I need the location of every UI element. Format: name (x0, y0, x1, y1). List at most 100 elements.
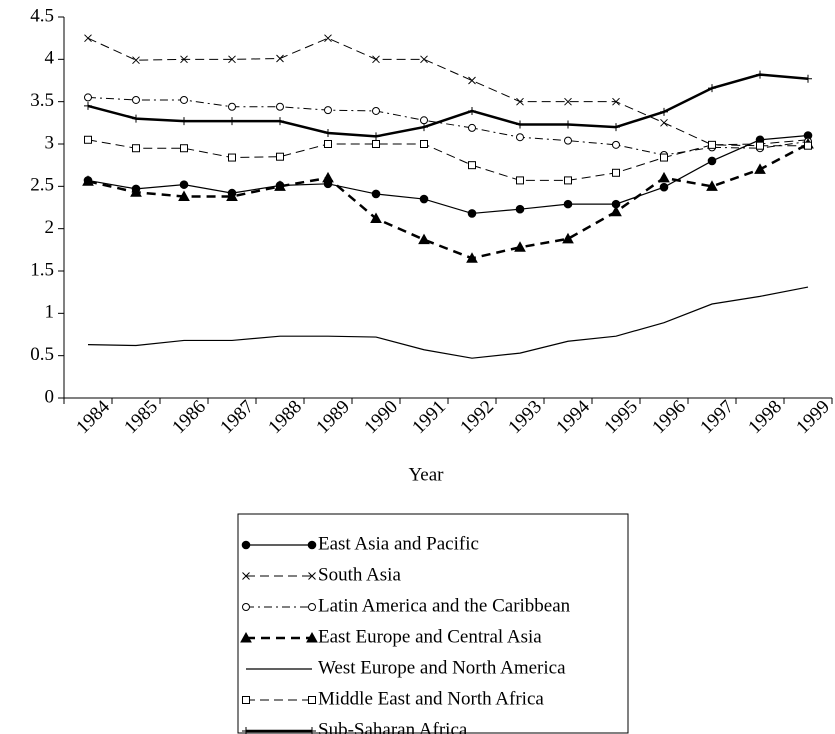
marker (564, 120, 572, 129)
marker (307, 540, 317, 550)
marker (754, 163, 766, 174)
marker (306, 631, 318, 643)
legend-label: Latin America and the Caribbean (318, 595, 571, 616)
marker (241, 540, 251, 550)
marker (226, 190, 238, 201)
marker (324, 140, 332, 148)
legend-label: Sub-Saharan Africa (318, 719, 468, 734)
marker (468, 106, 476, 115)
marker (564, 176, 572, 185)
marker (562, 232, 574, 244)
x-tick-label: 1992 (456, 396, 498, 438)
marker (242, 572, 250, 580)
marker (276, 152, 284, 161)
series-line (87, 134, 809, 215)
marker (276, 54, 284, 63)
marker (180, 95, 188, 104)
marker (418, 233, 430, 245)
legend-label: West Europe and North America (318, 657, 566, 678)
marker (564, 136, 572, 145)
marker (420, 140, 428, 148)
marker (804, 74, 812, 83)
marker (419, 194, 429, 204)
marker (516, 133, 524, 142)
x-axis-label: Year (408, 464, 444, 485)
y-tick-label: 0 (45, 386, 55, 407)
marker (468, 76, 476, 85)
marker (132, 56, 140, 65)
marker (516, 120, 524, 129)
legend-label: East Europe and Central Asia (318, 626, 542, 647)
x-tick-label: 1995 (600, 396, 642, 438)
marker (612, 97, 620, 106)
marker (706, 180, 718, 191)
y-tick-label: 2.5 (30, 175, 54, 196)
x-tick-label: 1999 (792, 396, 834, 438)
marker (516, 176, 524, 185)
marker (610, 205, 622, 217)
marker (324, 128, 332, 137)
x-tick-label: 1998 (744, 396, 786, 438)
marker (612, 123, 620, 132)
series-line (87, 286, 809, 359)
marker (756, 141, 764, 150)
marker (659, 182, 669, 192)
y-tick-label: 4 (45, 48, 55, 69)
marker (132, 114, 140, 123)
marker (515, 204, 525, 214)
marker (84, 135, 92, 144)
marker (660, 107, 668, 116)
marker (468, 161, 476, 170)
x-tick-label: 1984 (72, 396, 114, 438)
marker (324, 34, 332, 43)
marker (82, 175, 94, 186)
marker (84, 93, 92, 102)
marker (468, 123, 476, 132)
x-tick-label: 1985 (120, 396, 162, 438)
marker (707, 156, 717, 166)
marker (420, 123, 428, 132)
marker (660, 118, 668, 127)
x-tick-label: 1993 (504, 396, 546, 438)
marker (371, 189, 381, 199)
marker (180, 55, 188, 64)
y-tick-label: 2 (45, 217, 55, 238)
marker (274, 180, 286, 191)
marker (276, 117, 284, 126)
marker (180, 144, 188, 153)
marker (228, 117, 236, 126)
marker (612, 140, 620, 149)
marker (420, 116, 428, 125)
legend-box (237, 513, 629, 734)
y-tick-label: 1 (45, 302, 55, 323)
marker (180, 117, 188, 126)
x-tick-label: 1990 (360, 396, 402, 438)
x-tick-label: 1986 (168, 396, 210, 438)
x-tick-label: 1989 (312, 396, 354, 438)
marker (308, 572, 316, 580)
marker (84, 101, 92, 110)
marker (612, 168, 620, 177)
marker (178, 190, 190, 201)
series-line (87, 73, 809, 138)
legend-label: East Asia and Pacific (318, 533, 479, 554)
marker (372, 140, 380, 148)
y-tick-label: 3.5 (30, 90, 54, 111)
marker (84, 34, 92, 43)
y-tick-label: 0.5 (30, 344, 54, 365)
marker (308, 603, 316, 611)
marker (804, 141, 812, 150)
marker (708, 140, 716, 149)
marker (756, 70, 764, 79)
x-tick-label: 1997 (696, 396, 738, 438)
marker (372, 55, 380, 64)
marker (228, 102, 236, 111)
marker (516, 97, 524, 106)
marker (228, 55, 236, 64)
marker (240, 631, 252, 643)
marker (466, 252, 478, 263)
x-tick-label: 1994 (552, 396, 594, 438)
legend-label: South Asia (318, 564, 401, 585)
marker (514, 241, 526, 252)
legend-label: Middle East and North Africa (318, 688, 544, 709)
